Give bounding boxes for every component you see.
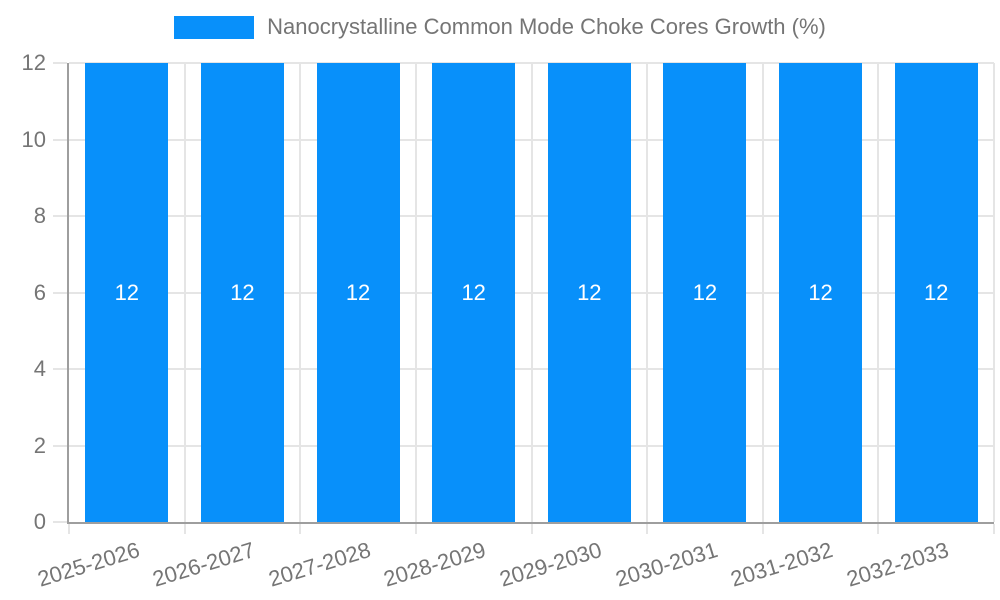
bar-value-label: 12 xyxy=(577,279,602,305)
plot-area xyxy=(67,63,994,524)
bar-value-label: 12 xyxy=(230,279,255,305)
x-axis-label: 2026-2027 xyxy=(149,537,258,592)
x-axis-label: 2028-2029 xyxy=(381,537,489,592)
y-axis-label: 8 xyxy=(33,203,46,228)
bar-2026-2027[interactable]: 12 xyxy=(200,63,284,522)
y-axis-tick xyxy=(53,368,67,370)
y-axis-label: 10 xyxy=(21,126,46,152)
x-gridline xyxy=(761,63,764,522)
x-axis-tick xyxy=(183,524,186,534)
chart-legend: Nanocrystalline Common Mode Choke Cores … xyxy=(0,14,1000,40)
bar-2027-2028[interactable]: 12 xyxy=(316,63,400,522)
x-gridline xyxy=(646,63,649,522)
bar-2032-2033[interactable]: 12 xyxy=(894,63,978,522)
x-axis-tick xyxy=(877,524,880,534)
legend-swatch xyxy=(174,15,255,39)
y-axis-tick xyxy=(53,521,67,523)
bar-2025-2026[interactable]: 12 xyxy=(85,63,169,522)
bar-value-label: 12 xyxy=(461,279,486,305)
x-gridline xyxy=(993,63,995,522)
x-axis-tick xyxy=(646,524,649,534)
bar-2028-2029[interactable]: 12 xyxy=(432,63,516,522)
bar-value-label: 12 xyxy=(692,279,718,305)
y-axis-label: 2 xyxy=(33,432,46,458)
x-gridline xyxy=(530,63,533,522)
y-axis-tick xyxy=(53,62,67,64)
legend-label: Nanocrystalline Common Mode Choke Cores … xyxy=(267,14,826,39)
x-axis-tick xyxy=(993,524,995,534)
bar-value-label: 12 xyxy=(114,279,140,305)
x-axis-tick xyxy=(299,524,302,534)
x-axis-tick xyxy=(414,524,417,534)
bar-2030-2031[interactable]: 12 xyxy=(663,63,747,522)
x-axis-label: 2029-2030 xyxy=(496,537,605,592)
x-axis-label: 2030-2031 xyxy=(612,537,721,592)
x-gridline xyxy=(877,63,880,522)
bar-value-label: 12 xyxy=(808,279,833,305)
x-axis-tick xyxy=(68,524,70,534)
y-axis-label: 6 xyxy=(33,279,46,305)
y-axis-label: 0 xyxy=(33,509,46,534)
x-axis-tick xyxy=(761,524,764,534)
y-axis-tick xyxy=(53,291,67,294)
y-axis-tick xyxy=(53,215,67,217)
x-axis-label: 2027-2028 xyxy=(265,537,374,592)
y-axis-tick xyxy=(53,138,67,141)
bar-2029-2030[interactable]: 12 xyxy=(547,63,631,522)
x-axis-label: 2025-2026 xyxy=(34,537,143,592)
bar-value-label: 12 xyxy=(923,279,949,305)
x-axis-tick xyxy=(530,524,533,534)
x-gridline xyxy=(183,63,186,522)
x-axis-label: 2031-2032 xyxy=(727,537,836,592)
x-gridline xyxy=(299,63,302,522)
bar-2031-2032[interactable]: 12 xyxy=(779,63,863,522)
legend-item[interactable]: Nanocrystalline Common Mode Choke Cores … xyxy=(174,14,826,40)
bar-value-label: 12 xyxy=(345,279,371,305)
y-axis-label: 12 xyxy=(21,50,46,75)
y-axis-label: 4 xyxy=(33,356,46,381)
y-axis-tick xyxy=(53,444,67,447)
x-gridline xyxy=(414,63,417,522)
x-axis-label: 2032-2033 xyxy=(843,537,952,592)
